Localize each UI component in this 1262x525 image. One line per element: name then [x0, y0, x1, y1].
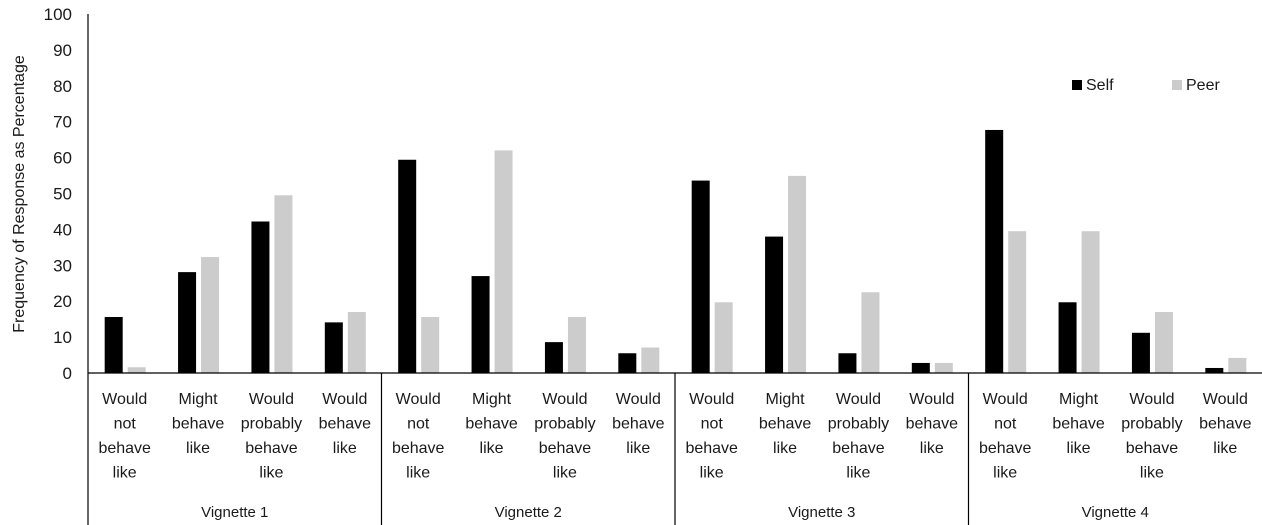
- bar-peer: [788, 175, 807, 373]
- bar-peer: [1228, 357, 1247, 373]
- legend: Self Peer: [1072, 77, 1220, 94]
- bar-peer: [494, 150, 513, 373]
- y-tick-label: 50: [53, 185, 72, 204]
- y-tick-label: 70: [53, 113, 72, 132]
- bar-peer: [934, 362, 953, 373]
- category-label: Would behave like: [319, 391, 372, 457]
- legend-label: Self: [1086, 77, 1114, 94]
- legend-label: Peer: [1186, 77, 1220, 94]
- y-tick-label: 30: [53, 256, 72, 275]
- category-label: Might behave like: [172, 391, 225, 457]
- category-label: Would probably behave like: [241, 391, 302, 482]
- group-labels: Vignette 1 Vignette 2 Vignette 3 Vignette 4: [201, 504, 1149, 521]
- bars: [104, 129, 1247, 373]
- bar-peer: [274, 195, 293, 373]
- category-labels: Would not behave like Might behave like Would pr…: [98, 391, 1251, 482]
- bar-self: [471, 276, 490, 373]
- group-label: Vignette 4: [1082, 504, 1149, 521]
- y-tick-label: 10: [53, 328, 72, 347]
- bar-self: [544, 342, 563, 373]
- bar-self: [618, 353, 637, 373]
- bar-self: [1131, 332, 1150, 373]
- bar-peer: [1081, 231, 1100, 373]
- axes: [87, 14, 1262, 525]
- legend-swatch: [1172, 80, 1182, 90]
- bar-self: [985, 129, 1004, 373]
- category-label: Would probably behave like: [534, 391, 595, 482]
- bar-self: [1205, 367, 1224, 373]
- bar-self: [765, 236, 784, 373]
- bar-self: [324, 322, 343, 373]
- bar-peer: [127, 367, 146, 373]
- category-label: Would not behave like: [98, 391, 151, 482]
- category-label: Would behave like: [1199, 391, 1252, 457]
- bar-peer: [861, 292, 880, 373]
- bar-self: [251, 221, 270, 373]
- bar-peer: [714, 302, 733, 373]
- category-label: Would probably behave like: [828, 391, 889, 482]
- y-tick-label: 60: [53, 149, 72, 168]
- bar-self: [1058, 302, 1077, 373]
- category-label: Might behave like: [1052, 391, 1105, 457]
- group-label: Vignette 2: [495, 504, 562, 521]
- y-tick-label: 40: [53, 220, 72, 239]
- y-tick-label: 20: [53, 292, 72, 311]
- bar-peer: [641, 347, 660, 373]
- category-label: Would not behave like: [392, 391, 445, 482]
- bar-peer: [421, 316, 440, 373]
- category-label: Might behave like: [465, 391, 518, 457]
- y-tick-label: 80: [53, 77, 72, 96]
- bar-peer: [1008, 231, 1027, 373]
- y-tick-label: 0: [63, 364, 72, 383]
- legend-swatch: [1072, 80, 1082, 90]
- y-axis-label: Frequency of Response as Percentage: [11, 55, 28, 333]
- bar-self: [178, 272, 197, 373]
- category-label: Would probably behave like: [1121, 391, 1182, 482]
- category-label: Would not behave like: [979, 391, 1032, 482]
- group-label: Vignette 3: [788, 504, 855, 521]
- category-label: Would not behave like: [685, 391, 738, 482]
- bar-self: [398, 159, 417, 373]
- y-axis-ticks: 0 10 20 30 40 50 60 70 80 90 100: [44, 5, 72, 383]
- bar-peer: [567, 316, 586, 373]
- category-label: Would behave like: [906, 391, 959, 457]
- bar-self: [691, 180, 710, 373]
- category-label: Might behave like: [759, 391, 812, 457]
- bar-self: [104, 316, 123, 373]
- y-tick-label: 100: [44, 5, 72, 24]
- bar-peer: [1154, 311, 1173, 373]
- category-label: Would behave like: [612, 391, 665, 457]
- bar-self: [911, 362, 930, 373]
- bar-self: [838, 353, 857, 373]
- group-label: Vignette 1: [201, 504, 268, 521]
- bar-peer: [347, 311, 366, 373]
- y-tick-label: 90: [53, 41, 72, 60]
- bar-peer: [201, 257, 220, 373]
